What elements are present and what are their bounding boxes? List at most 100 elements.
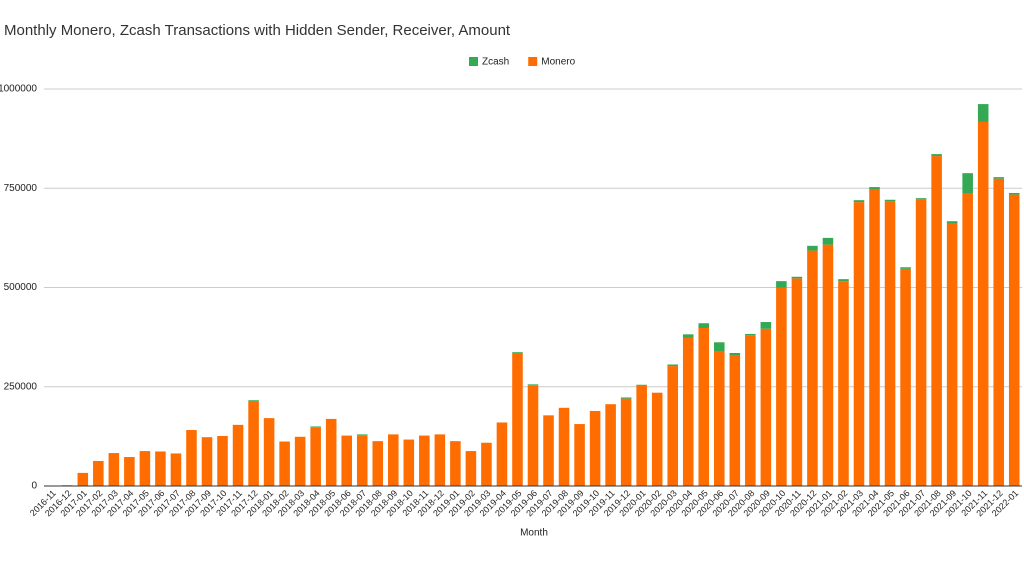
legend-swatch — [469, 57, 478, 66]
bar-segment — [931, 156, 942, 486]
bar-segment — [776, 281, 787, 288]
bar-segment — [186, 430, 197, 486]
bar-segment — [745, 335, 756, 486]
bar-segment — [869, 189, 880, 487]
bar-segment — [620, 397, 632, 399]
bar-segment — [791, 278, 803, 486]
bar-segment — [527, 385, 539, 486]
bar-segment — [869, 187, 880, 190]
bar-segment — [745, 333, 756, 336]
bar-segment — [279, 441, 290, 486]
bar-segment — [465, 451, 477, 486]
bar-segment — [356, 435, 368, 486]
bar-segment — [760, 322, 772, 329]
bar-segment — [993, 178, 1004, 487]
bar-segment — [77, 472, 89, 486]
bar-segment — [434, 434, 446, 486]
bar-segment — [605, 404, 616, 486]
y-tick-label: 500000 — [4, 282, 38, 293]
bar-segment — [822, 237, 834, 245]
bar-segment — [543, 415, 554, 486]
y-tick-label: 250000 — [4, 381, 38, 392]
bar-segment — [651, 392, 663, 486]
bar-segment — [853, 202, 865, 486]
bar-segment — [807, 250, 818, 486]
bar-segment — [620, 398, 632, 486]
bar-segment — [946, 221, 958, 224]
bar-segment — [667, 366, 678, 486]
bar-segment — [93, 460, 104, 486]
bar-segment — [170, 453, 182, 486]
bar-segment — [636, 384, 647, 386]
bar-segment — [946, 223, 958, 486]
legend-swatch — [528, 57, 538, 66]
bar-segment — [356, 434, 368, 436]
bar-segment — [962, 173, 973, 194]
bar-segment — [248, 401, 259, 486]
bar-segment — [419, 435, 430, 486]
bar-segment — [388, 434, 399, 486]
y-tick-label: 0 — [31, 481, 37, 492]
bar-segment — [124, 457, 135, 486]
bar-segment — [884, 199, 896, 202]
bar-segment — [791, 276, 803, 279]
legend-label: Monero — [541, 57, 575, 68]
bar-segment — [931, 154, 942, 157]
bar-segment — [760, 328, 772, 486]
bar-segment — [776, 287, 787, 486]
bar-segment — [900, 268, 911, 486]
bar-segment — [589, 410, 601, 486]
y-tick-label: 750000 — [4, 183, 38, 194]
y-tick-label: 1000000 — [0, 84, 37, 95]
bar-segment — [217, 435, 228, 486]
bar-segment — [698, 323, 710, 328]
bar-segment — [822, 244, 834, 486]
chart-title: Monthly Monero, Zcash Transactions with … — [4, 22, 511, 39]
bar-segment — [372, 441, 384, 486]
bar-segment — [450, 441, 461, 486]
bar-segment — [915, 198, 927, 200]
bar-segment — [527, 384, 539, 386]
bar-segment — [729, 353, 741, 355]
bar-segment — [512, 353, 523, 486]
bar-segment — [496, 422, 508, 486]
bar-segment — [667, 364, 678, 367]
bar-segment — [341, 435, 352, 486]
bar-segment — [714, 351, 725, 486]
bar-segment — [512, 352, 523, 354]
bar-segment — [838, 279, 849, 282]
bar-segment — [698, 327, 710, 486]
bar-segment — [310, 426, 321, 428]
bar-segment — [962, 193, 973, 486]
bar-segment — [201, 437, 213, 486]
bar-segment — [248, 400, 259, 402]
bar-segment — [574, 424, 585, 486]
bar-segment — [139, 451, 151, 486]
bar-segment — [310, 427, 321, 486]
bar-segment — [481, 442, 492, 486]
bar-segment — [1008, 194, 1020, 487]
bar-segment — [807, 245, 818, 251]
bar-segment — [838, 281, 849, 486]
bar-segment — [294, 436, 306, 486]
bar-segment — [729, 354, 741, 486]
bar-segment — [232, 424, 244, 486]
bar-segment — [108, 453, 120, 486]
bar-segment — [558, 407, 570, 486]
x-axis-label: Month — [520, 528, 548, 539]
bar-segment — [403, 439, 415, 486]
bar-segment — [884, 201, 896, 486]
bar-segment — [977, 104, 989, 122]
bar-segment — [714, 342, 725, 352]
bar-segment — [682, 337, 694, 486]
bar-segment — [915, 199, 927, 486]
bar-segment — [263, 418, 275, 486]
bar-segment — [636, 385, 647, 486]
legend-label: Zcash — [482, 57, 509, 68]
bar-segment — [977, 121, 989, 487]
bar-segment — [682, 334, 694, 338]
bar-segment — [1008, 193, 1020, 195]
bar-segment — [993, 177, 1004, 179]
bar-segment — [900, 267, 911, 269]
